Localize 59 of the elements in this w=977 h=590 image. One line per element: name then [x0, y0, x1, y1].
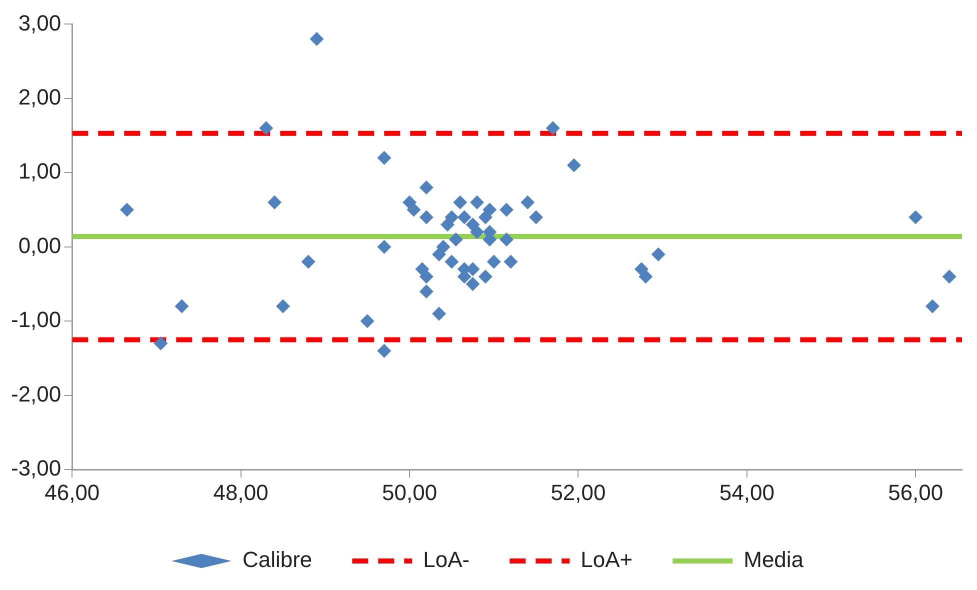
- point: [500, 232, 514, 246]
- x-tick-label: 56,00: [888, 480, 944, 505]
- y-tick-label: -2,00: [10, 381, 62, 406]
- point: [276, 299, 290, 314]
- y-tick-label: -1,00: [10, 307, 62, 332]
- point: [377, 240, 392, 254]
- point: [174, 299, 189, 314]
- point: [406, 202, 421, 217]
- point: [440, 218, 454, 232]
- point: [301, 254, 316, 269]
- point: [908, 210, 923, 224]
- point: [419, 284, 434, 298]
- y-tick-label: 3,00: [18, 10, 62, 36]
- point: [419, 270, 434, 284]
- point: [310, 32, 324, 46]
- point: [432, 247, 446, 262]
- point: [448, 232, 463, 246]
- point: [925, 299, 940, 314]
- point: [520, 195, 535, 210]
- point: [478, 210, 492, 224]
- point: [120, 202, 134, 217]
- x-tick-label: 46,00: [44, 480, 100, 505]
- point: [529, 210, 544, 224]
- legend-label: LoA-: [423, 547, 470, 572]
- point: [486, 254, 501, 269]
- point: [377, 150, 392, 165]
- point: [268, 195, 282, 210]
- legend-label: Calibre: [242, 547, 312, 572]
- x-tick-label: 50,00: [382, 480, 438, 505]
- point: [360, 314, 374, 328]
- point: [470, 195, 484, 210]
- y-tick-label: 1,00: [18, 158, 62, 184]
- point: [453, 195, 468, 210]
- point: [457, 210, 472, 224]
- x-tick-label: 54,00: [719, 480, 774, 505]
- point: [478, 270, 492, 284]
- x-tick-label: 52,00: [550, 480, 606, 505]
- legend-label: LoA+: [580, 547, 633, 572]
- point: [432, 306, 446, 321]
- point: [651, 247, 666, 262]
- point: [470, 225, 484, 240]
- point: [546, 121, 560, 136]
- legend-label: Media: [744, 547, 804, 572]
- point: [419, 180, 434, 195]
- x-tick-label: 48,00: [213, 480, 268, 505]
- point: [259, 121, 274, 136]
- point: [500, 202, 514, 217]
- point: [466, 277, 480, 292]
- y-tick-label: 2,00: [18, 84, 62, 110]
- point: [942, 270, 956, 284]
- point: [638, 270, 653, 284]
- point: [567, 158, 582, 172]
- point: [154, 336, 168, 350]
- y-tick-label: 0,00: [18, 232, 62, 258]
- point: [504, 254, 518, 269]
- y-tick-label: -3,00: [10, 456, 62, 481]
- point: [444, 254, 459, 269]
- point: [377, 344, 392, 358]
- point: [419, 210, 434, 224]
